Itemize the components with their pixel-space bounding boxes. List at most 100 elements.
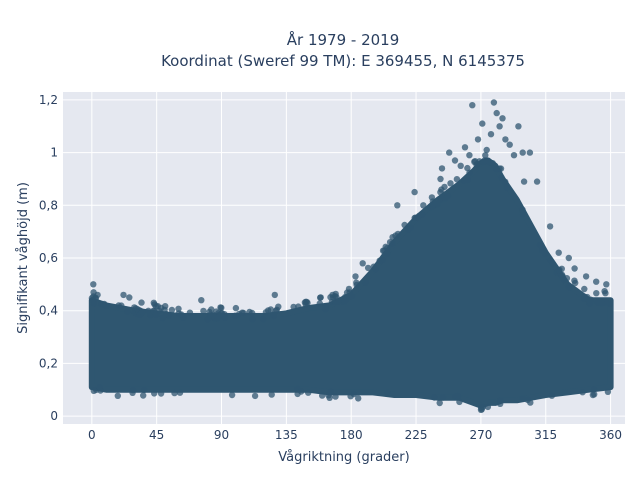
scatter-point	[420, 202, 427, 209]
x-tick-label: 315	[534, 428, 557, 442]
scatter-point	[218, 310, 225, 317]
x-tick-label: 270	[469, 428, 492, 442]
scatter-point	[316, 300, 323, 307]
chart-title: År 1979 - 2019	[287, 30, 400, 49]
scatter-point	[290, 303, 297, 311]
scatter-point	[389, 234, 396, 241]
scatter-point	[469, 102, 476, 109]
scatter-point	[454, 392, 462, 400]
scatter-point	[228, 391, 236, 399]
scatter-point	[483, 146, 490, 154]
scatter-point	[319, 392, 326, 399]
scatter-point	[186, 309, 194, 316]
scatter-point	[332, 393, 339, 400]
scatter-point	[218, 304, 225, 311]
scatter-point	[401, 221, 408, 229]
scatter-point	[598, 300, 606, 307]
y-tick-label: 1	[50, 146, 58, 160]
scatter-point	[589, 391, 597, 399]
scatter-point	[322, 303, 329, 310]
scatter-point	[466, 152, 473, 159]
scatter-point	[102, 302, 109, 309]
scatter-point	[453, 176, 461, 183]
scatter-point	[200, 307, 207, 315]
scatter-point	[96, 384, 103, 391]
scatter-point	[114, 392, 122, 399]
x-tick-label: 360	[599, 428, 622, 442]
scatter-point	[478, 406, 485, 413]
scatter-point	[436, 399, 443, 407]
scatter-point	[411, 188, 418, 196]
scatter-point	[139, 308, 146, 316]
scatter-point	[434, 201, 441, 208]
scatter-point	[152, 311, 160, 318]
scatter-point	[376, 257, 383, 264]
scatter-point	[350, 390, 357, 398]
scatter-point	[118, 302, 125, 309]
scatter-point	[178, 311, 185, 318]
scatter-point	[533, 178, 541, 185]
scatter-point	[484, 403, 492, 411]
scatter-point	[519, 206, 526, 213]
scatter-point	[394, 230, 402, 238]
scatter-point	[496, 165, 503, 172]
scatter-point	[359, 260, 366, 267]
scatter-point	[510, 152, 518, 159]
scatter-point	[176, 389, 184, 396]
scatter-point	[447, 180, 454, 187]
scatter-point	[341, 298, 349, 305]
scatter-point	[563, 275, 571, 282]
scatter-point	[204, 316, 211, 323]
scatter-point	[542, 250, 549, 257]
scatter-point	[362, 279, 369, 286]
scatter-point	[335, 298, 342, 305]
scatter-point	[353, 279, 360, 286]
scatter-point	[536, 241, 544, 249]
scatter-point	[581, 285, 588, 293]
scatter-point	[493, 109, 500, 117]
scatter-point	[515, 123, 522, 130]
scatter-point	[327, 388, 334, 395]
scatter-point	[439, 394, 447, 401]
scatter-point	[586, 298, 594, 305]
scatter-point	[273, 306, 280, 313]
scatter-point	[555, 249, 562, 256]
scatter-point	[140, 392, 147, 399]
scatter-point	[265, 307, 272, 314]
scatter-point	[446, 149, 453, 156]
scatter-point	[606, 300, 614, 307]
y-tick-label: 0,2	[39, 356, 58, 370]
scatter-point	[490, 99, 498, 106]
scatter-point	[326, 394, 333, 401]
scatter-point	[479, 120, 486, 127]
scatter-point	[461, 144, 469, 151]
scatter-density-band	[88, 157, 614, 409]
x-tick-label: 45	[149, 428, 164, 442]
scatter-point	[549, 260, 556, 267]
scatter-band	[88, 157, 614, 409]
scatter-point	[268, 391, 275, 398]
x-tick-label: 135	[275, 428, 298, 442]
scatter-point	[503, 184, 510, 191]
scatter-point	[384, 250, 391, 257]
scatter-point	[519, 395, 526, 402]
scatter-point	[444, 192, 452, 199]
scatter-point	[249, 315, 256, 323]
scatter-point	[441, 183, 448, 191]
scatter-point	[480, 158, 488, 165]
y-tick-label: 0	[50, 409, 58, 423]
y-tick-label: 1,2	[39, 93, 58, 107]
scatter-point	[603, 281, 610, 288]
scatter-point	[496, 123, 503, 130]
scatter-point	[593, 278, 600, 285]
scatter-point	[90, 281, 97, 288]
scatter-point	[150, 299, 157, 306]
x-tick-labels: 0 45 90 135 180 225 270 315 360	[88, 428, 622, 442]
scatter-point	[295, 303, 302, 310]
scatter-point	[474, 136, 482, 143]
scatter-point	[497, 397, 504, 404]
scatter-point	[126, 294, 133, 301]
scatter-point	[364, 264, 372, 272]
scatter-point	[141, 386, 148, 394]
